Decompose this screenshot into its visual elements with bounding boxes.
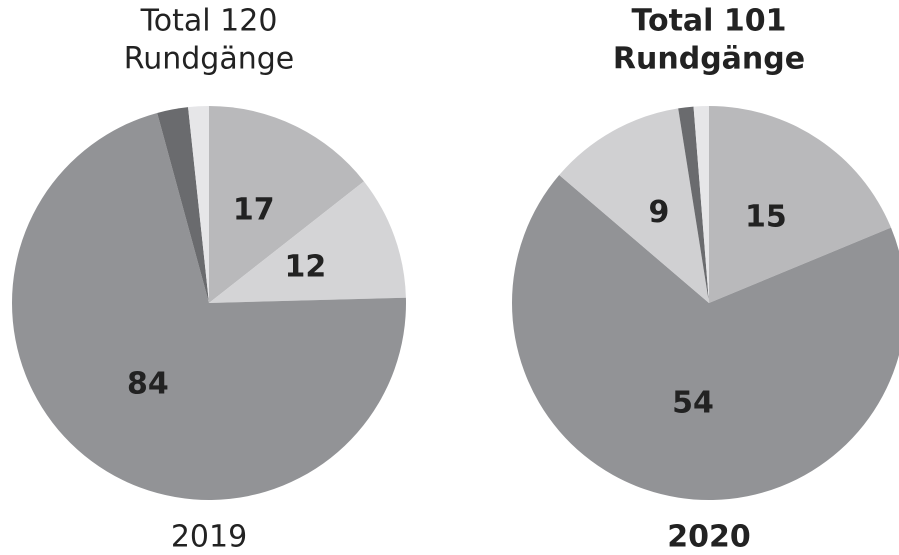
pie-slice [209,181,406,303]
slice-label: 54 [672,386,714,421]
pie-slice [678,106,709,303]
chart-caption: 2019 [171,520,247,555]
pie-slice [157,107,209,303]
pie-slice [188,106,209,303]
pie-slice [559,108,709,303]
pie-slice [709,106,892,303]
slice-label: 17 [233,192,275,227]
pie-slice [511,175,899,500]
chart-title: Total 101 [631,4,786,39]
slice-label: 84 [127,367,169,402]
pie-slice [209,106,364,303]
pie-slice [11,112,406,500]
slice-label: 9 [649,195,670,230]
pie-slice [693,106,709,303]
chart-title: Rundgänge [613,42,805,77]
slice-label: 15 [745,199,787,234]
chart-caption: 2020 [667,520,751,555]
chart-title: Total 120 [140,4,278,39]
slice-label: 12 [284,250,326,285]
chart-title: Rundgänge [124,42,295,77]
